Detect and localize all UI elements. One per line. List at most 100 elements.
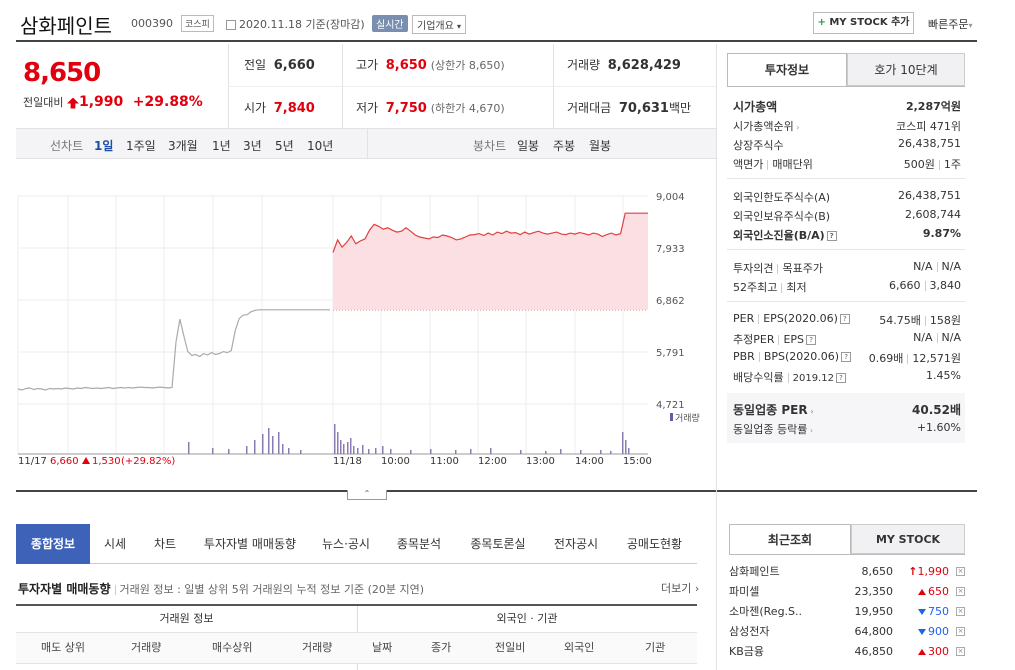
chevron-down-icon: ▾	[457, 22, 462, 31]
recent-item[interactable]: 삼화페인트 8,650 ↑1,990 ×	[729, 562, 965, 582]
stat-volume: 거래량 8,628,429	[567, 56, 681, 73]
volume-bar	[272, 436, 274, 454]
col-date: 날짜	[372, 641, 393, 654]
y-tick-label: 6,862	[656, 296, 685, 307]
opinion-value: N/A	[913, 260, 933, 273]
tab-mystock[interactable]: MY STOCK	[851, 524, 965, 554]
foreign-ratio-value: 9.87%	[922, 227, 961, 240]
recent-name[interactable]: 파미셀	[729, 585, 760, 598]
info-icon[interactable]: ?	[835, 373, 846, 383]
volume-bar	[580, 450, 582, 454]
recent-item[interactable]: 소마젠(Reg.S.. 19,950 750 ×	[729, 602, 965, 622]
tab-period-10y[interactable]: 10년	[307, 139, 334, 153]
realtime-button[interactable]: 실시간	[372, 15, 408, 32]
tab-discussion[interactable]: 종목토론실	[470, 537, 526, 551]
date-text: 2020.11.18	[239, 18, 302, 31]
info-icon[interactable]: ?	[826, 231, 837, 241]
tab-analysis[interactable]: 종목분석	[396, 537, 442, 551]
tab-period-5y[interactable]: 5년	[275, 139, 294, 153]
volume-legend-label: 거래량	[675, 412, 700, 424]
tab-period-1d[interactable]: 1일	[94, 139, 114, 153]
info-icon[interactable]: ?	[806, 335, 817, 345]
company-overview-label: 기업개요	[417, 21, 454, 32]
tab-investor-trend[interactable]: 투자자별 매매동향	[203, 537, 297, 551]
tab-chart[interactable]: 차트	[153, 537, 177, 551]
plus-icon: +	[817, 17, 826, 28]
col-buy-volume: 거래량	[302, 641, 333, 654]
recent-item[interactable]: KB금융 46,850 300 ×	[729, 642, 965, 662]
chevron-right-icon: ›	[691, 582, 700, 595]
section-divider	[16, 490, 977, 492]
col-sell-volume: 거래량	[131, 641, 162, 654]
tab-quote[interactable]: 시세	[103, 537, 127, 551]
row-est-per: 추정PER EPS? N/A N/A	[733, 331, 961, 347]
volume-bar	[282, 444, 284, 454]
add-mystock-button[interactable]: + MY STOCK 추가	[813, 12, 914, 34]
recent-name[interactable]: KB금융	[729, 645, 764, 658]
recent-name[interactable]: 삼화페인트	[729, 565, 780, 578]
today-area	[333, 213, 648, 310]
tab-disclosure[interactable]: 전자공시	[553, 537, 599, 551]
chevron-right-icon: ›	[807, 407, 814, 416]
tab-short-selling[interactable]: 공매도현황	[626, 537, 683, 551]
recent-item[interactable]: 파미셀 23,350 650 ×	[729, 582, 965, 602]
tab-candle-day[interactable]: 일봉	[517, 139, 540, 153]
company-overview-button[interactable]: 기업개요 ▾	[412, 15, 467, 34]
tabs-divider	[367, 129, 368, 158]
close-icon[interactable]: ×	[956, 627, 965, 636]
recent-price: 8,650	[861, 565, 894, 578]
prev-day-pct: (+29.82%)	[121, 456, 175, 467]
tab-candle-week[interactable]: 주봉	[553, 139, 576, 153]
row-cap-rank: 시가총액순위 › 코스피 471위	[733, 118, 961, 134]
tab-period-3y[interactable]: 3년	[243, 139, 262, 153]
close-icon[interactable]: ×	[956, 607, 965, 616]
investor-title: 투자자별 매매동향	[18, 582, 111, 596]
x-tick-label: 13:00	[526, 456, 555, 467]
info-icon[interactable]: ?	[839, 314, 850, 324]
tab-period-1y[interactable]: 1년	[212, 139, 231, 153]
pbr-value: 0.69배	[868, 352, 904, 365]
unit-value: 1주	[943, 158, 961, 171]
unit-label: 매매단위	[772, 158, 813, 171]
face-label: 액면가	[733, 158, 764, 171]
stat-open-label: 시가	[244, 101, 267, 115]
tab-period-1w[interactable]: 1주일	[126, 139, 156, 153]
bps-label: BPS(2020.06)	[763, 350, 840, 363]
close-icon[interactable]: ×	[956, 647, 965, 656]
tab-overview[interactable]: 종합정보	[16, 524, 90, 564]
info-icon[interactable]: ?	[841, 352, 852, 362]
recent-divider	[716, 490, 717, 670]
main-divider	[716, 44, 717, 490]
header-divider	[16, 40, 977, 42]
tab-recent[interactable]: 최근조회	[729, 524, 851, 554]
quick-order-button[interactable]: 빠른주문▾	[928, 16, 973, 32]
close-icon[interactable]: ×	[956, 587, 965, 596]
stat-low-value: 7,750	[385, 101, 427, 116]
volume-legend-swatch	[670, 413, 673, 421]
close-icon[interactable]: ×	[956, 567, 965, 576]
row-52week: 52주최고 최저 6,660 3,840	[733, 279, 961, 295]
recent-name[interactable]: 소마젠(Reg.S..	[729, 605, 803, 618]
tab-period-3m[interactable]: 3개월	[168, 139, 198, 153]
table-top-line	[16, 604, 697, 606]
w52-high-value: 6,660	[889, 279, 921, 292]
prev-day-line	[17, 309, 330, 391]
date-basis: 기준(장마감)	[305, 18, 365, 31]
tab-orderbook[interactable]: 호가 10단계	[847, 53, 965, 86]
stock-code: 000390	[131, 17, 173, 30]
recent-item[interactable]: 삼성전자 64,800 900 ×	[729, 622, 965, 642]
prev-day-close: 6,660	[50, 456, 79, 467]
tab-news[interactable]: 뉴스·공시	[322, 537, 370, 551]
collapse-toggle[interactable]: ⌃	[347, 490, 387, 500]
stat-open: 시가 7,840	[244, 99, 315, 116]
recent-name[interactable]: 삼성전자	[729, 625, 770, 638]
pbr-label: PBR	[733, 350, 755, 363]
more-link[interactable]: 더보기 ›	[661, 580, 699, 596]
recent-price: 46,850	[854, 645, 894, 658]
tab-candle-month[interactable]: 월봉	[589, 139, 612, 153]
stock-name: 삼화페인트	[20, 14, 112, 38]
tab-invest-info[interactable]: 투자정보	[727, 53, 847, 86]
bottom-tabs-bar: 종합정보 시세 차트 투자자별 매매동향 뉴스·공시 종목분석 종목토론실 전자…	[16, 524, 697, 564]
industry-rate-value: +1.60%	[916, 421, 961, 434]
